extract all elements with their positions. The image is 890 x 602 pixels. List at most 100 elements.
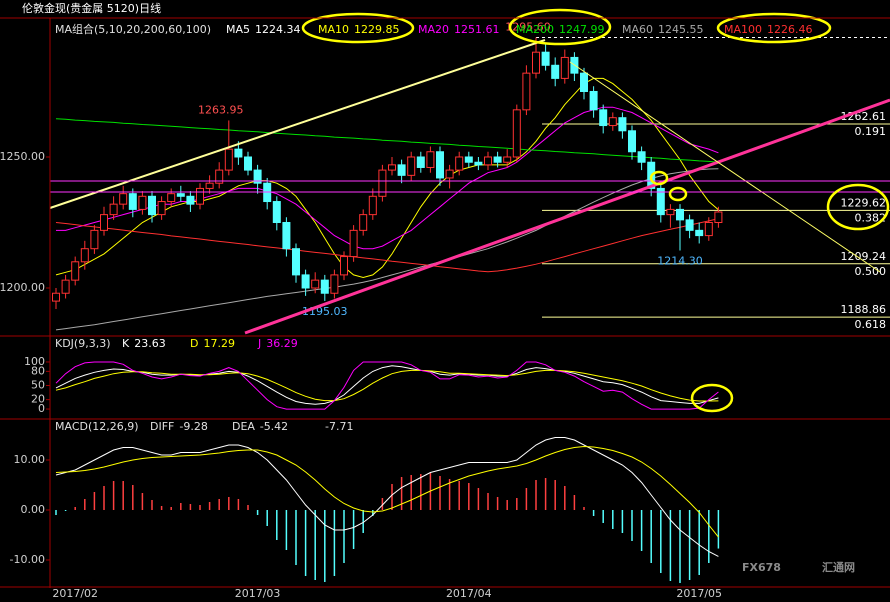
trend-line (49, 39, 546, 209)
highlight-circle (508, 8, 612, 46)
series-line (55, 365, 719, 405)
legend-entry: D 17.29 (190, 337, 235, 350)
legend-text: 17.29 (203, 337, 235, 350)
y-tick-label: 1250.00 (0, 150, 45, 163)
legend-text: DEA (232, 420, 255, 433)
level-ratio: 0.500 (855, 265, 887, 278)
legend-entry: J 36.29 (257, 337, 298, 350)
series-line (55, 445, 719, 538)
legend-text: MA100 (724, 23, 762, 36)
candle-body (532, 51, 540, 74)
level-label: 1229.62 (841, 196, 887, 209)
plot-area: 1200.00 1250.00 2017/02 2017/03 2017/04 2017/… (0, 21, 890, 600)
candle-body (522, 72, 531, 111)
legend-text: K (122, 337, 130, 350)
legend-text: 1245.55 (658, 23, 704, 36)
legend-text: MA20 (418, 23, 449, 36)
y-tick-label: 100 (24, 355, 45, 368)
highlight-circle (826, 183, 890, 231)
candle-body (320, 279, 329, 294)
candle-body (455, 156, 464, 171)
highlight-circle (668, 186, 688, 202)
candle-body (138, 195, 147, 210)
candle-body (340, 256, 348, 276)
y-tick-label: 80 (31, 364, 45, 377)
candle-body (253, 169, 262, 184)
candle-body (176, 193, 185, 197)
candle-body (167, 193, 176, 203)
candle-body (148, 195, 156, 216)
series-line (55, 361, 719, 410)
x-tick-label: 2017/05 (676, 587, 722, 600)
legend-text: 1224.34 (255, 23, 301, 36)
trend-line (244, 98, 890, 335)
candle-body (416, 156, 425, 168)
legend-text: -5.42 (260, 420, 288, 433)
legend-entry: MA5 1224.34 (226, 23, 301, 36)
candle-body (224, 148, 233, 171)
candle-body (551, 64, 560, 79)
candle-body (330, 274, 339, 294)
candle-body (311, 279, 320, 289)
series-line (55, 118, 719, 163)
legend-text: MA10 (318, 23, 349, 36)
y-tick-label: 10.00 (14, 453, 46, 466)
candle-body (560, 56, 569, 79)
candle-body (464, 156, 473, 163)
annotations (49, 8, 890, 413)
candle-body (157, 201, 166, 216)
legend-text: MA5 (226, 23, 250, 36)
candle-body (272, 201, 281, 223)
y-tick-label: 0.00 (21, 503, 46, 516)
candle-body (368, 195, 377, 216)
candle-body (100, 214, 108, 231)
candle-body (541, 51, 550, 66)
watermark: 汇通网 (822, 561, 855, 574)
x-tick-label: 2017/04 (446, 587, 492, 600)
candle-body (676, 208, 684, 221)
series-line (55, 77, 719, 279)
level-ratio: 0.382 (855, 211, 887, 224)
candle-body (349, 229, 358, 258)
series-line (55, 168, 719, 331)
legend-text: 1247.99 (559, 23, 605, 36)
candle-body (234, 148, 243, 158)
y-tick-label: 50 (31, 379, 45, 392)
candle-body (503, 156, 512, 163)
candle-body (80, 248, 89, 263)
candle-body (186, 195, 195, 205)
legend-entry: MA10 1229.85 (318, 23, 400, 36)
candle-body (666, 208, 675, 216)
y-tick-label: 0 (38, 402, 45, 415)
indicator-label: KDJ(9,3,3) (55, 337, 111, 350)
legend-text: MA200 (516, 23, 554, 36)
legend-entry: DEA -5.42 (232, 420, 288, 433)
candle-body (618, 117, 627, 132)
highlight-circle (649, 170, 669, 186)
candle-body (608, 117, 617, 127)
y-tick-label: 20 (31, 393, 45, 406)
candle-body (205, 182, 214, 189)
level-ratio: 0.618 (855, 318, 887, 331)
candle-body (109, 203, 118, 216)
candle-body (244, 156, 252, 171)
candle-body (282, 221, 291, 250)
candle-body (196, 187, 204, 205)
candle-body (407, 156, 416, 176)
candle-body (52, 292, 60, 302)
x-tick-label: 2017/03 (235, 587, 281, 600)
legend-entry: MA60 1245.55 (622, 23, 704, 36)
candle-body (90, 229, 99, 250)
candle-body (704, 221, 713, 237)
legend-text: 1229.85 (354, 23, 400, 36)
legend-text: 23.63 (134, 337, 166, 350)
candle-body (436, 151, 444, 179)
candle-body (637, 151, 646, 163)
series-line (56, 106, 719, 250)
series-line (55, 369, 719, 402)
series-line (55, 218, 719, 273)
candle-body (484, 156, 492, 166)
candle-body (292, 248, 300, 276)
chart-title: 伦敦金现(贵金属 5120)日线 (22, 1, 161, 15)
price-label: 1263.95 (198, 103, 244, 116)
